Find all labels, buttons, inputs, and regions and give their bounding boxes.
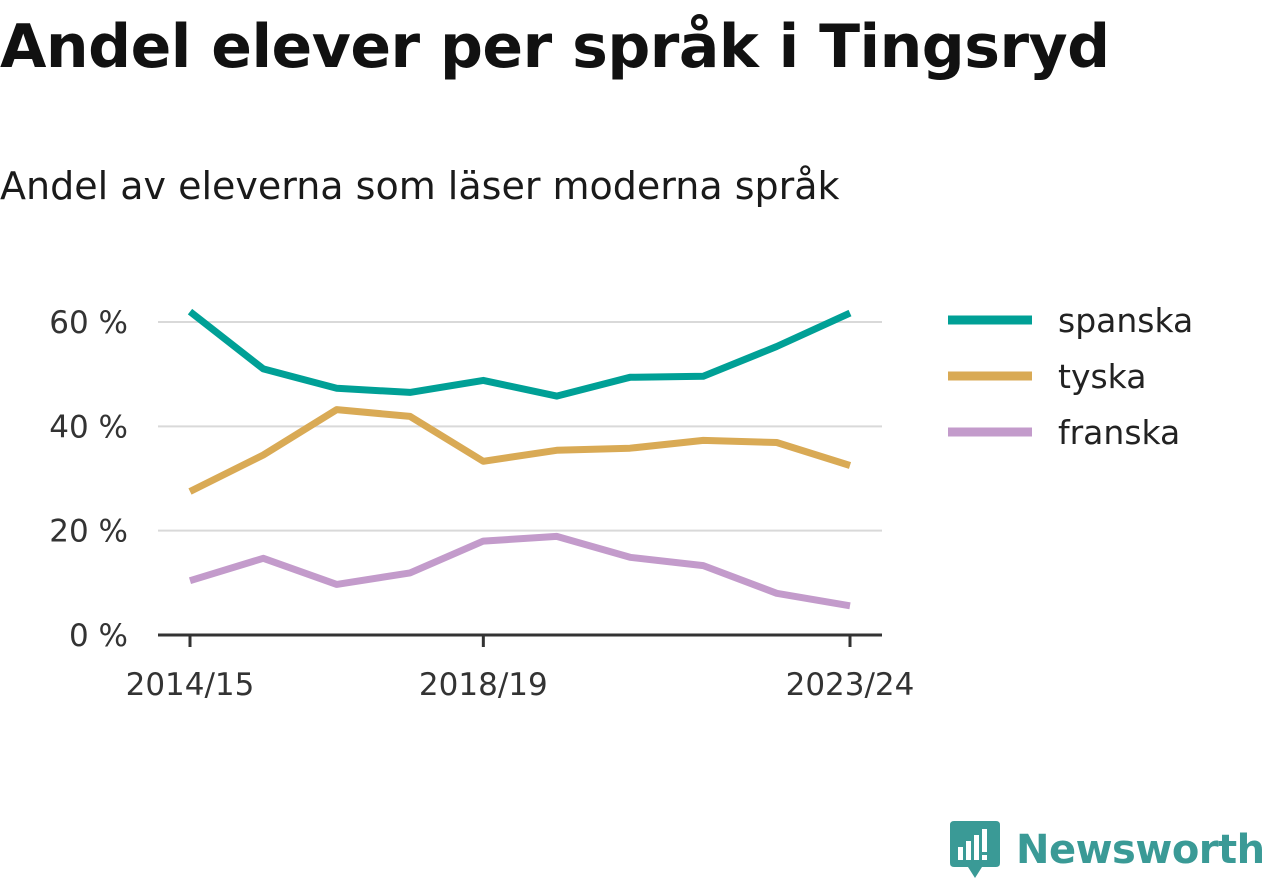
legend-label-tyska: tyska (1058, 357, 1146, 396)
series-lines (187, 308, 852, 610)
chart-title: Andel elever per språk i Tingsryd (0, 12, 1110, 82)
x-tick-label: 2014/15 (126, 667, 255, 703)
y-tick-label: 60 % (49, 305, 128, 341)
series-line-tyska (188, 406, 852, 495)
x-tick-label: 2018/19 (419, 667, 548, 703)
chart-subtitle: Andel av eleverna som läser moderna språ… (0, 164, 840, 208)
brand-name: Newsworthy (1016, 827, 1262, 873)
x-tick-label: 2023/24 (786, 667, 915, 703)
legend-label-spanska: spanska (1058, 301, 1193, 340)
legend-label-franska: franska (1058, 413, 1180, 452)
series-line-franska (188, 532, 851, 610)
legend: spanska tyska franska (948, 301, 1193, 452)
newsworthy-logo-icon (950, 821, 1000, 878)
series-line-spanska (187, 308, 852, 400)
x-axis-ticks: 2014/15 2018/19 2023/24 (126, 635, 915, 703)
y-axis-ticks: 0 % 20 % 40 % 60 % (49, 305, 128, 654)
y-tick-label: 20 % (49, 514, 128, 550)
newsworthy-brand: Newsworthy (948, 818, 1262, 882)
y-tick-label: 40 % (49, 409, 128, 445)
y-tick-label: 0 % (69, 618, 128, 654)
grid-lines (158, 321, 882, 532)
